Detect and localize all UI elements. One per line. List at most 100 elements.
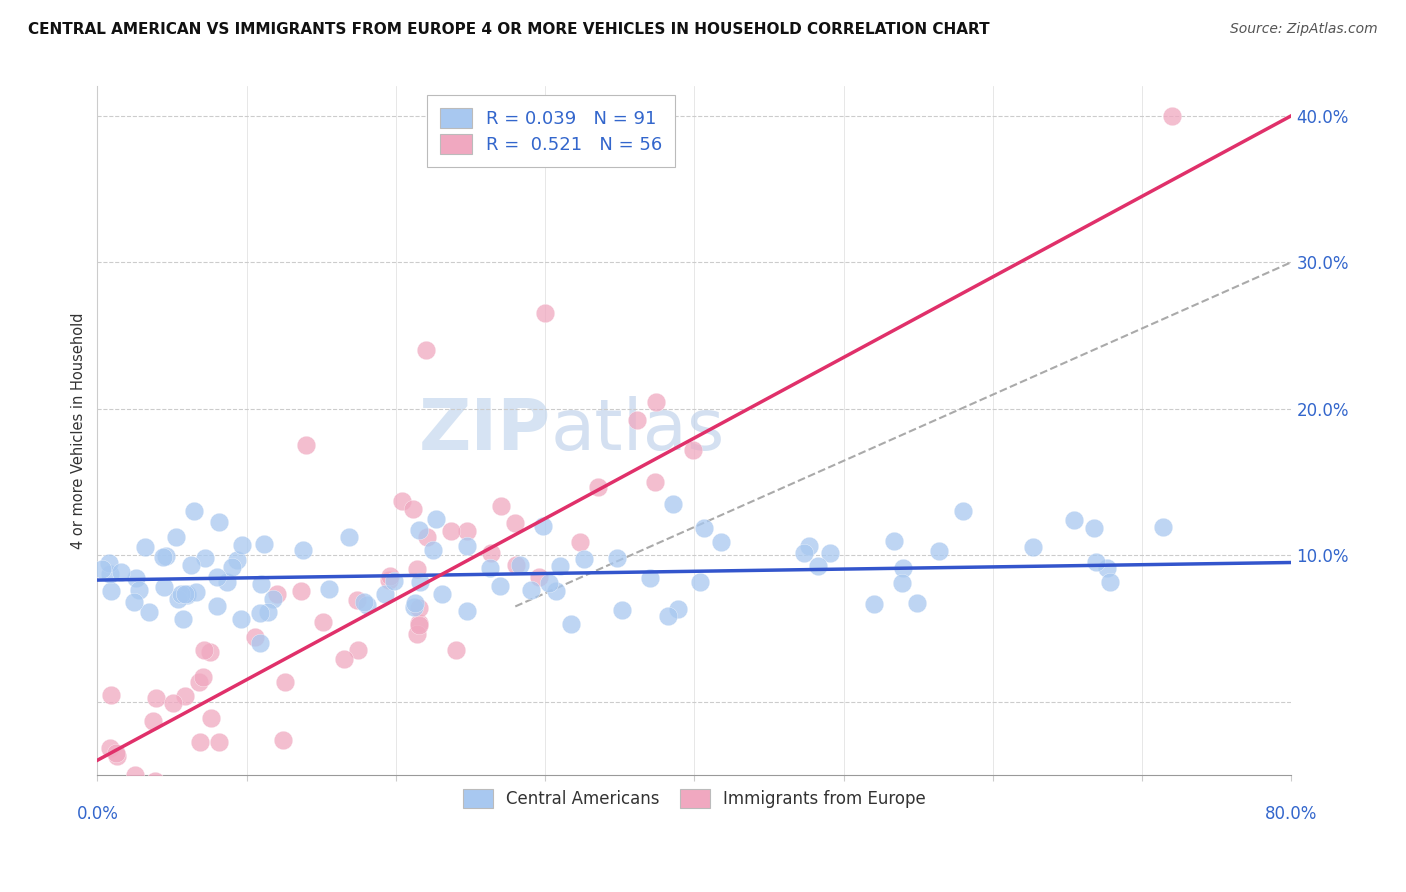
Point <box>249 607 271 621</box>
Point <box>440 524 463 539</box>
Point <box>153 580 176 594</box>
Point <box>572 551 595 566</box>
Point <box>205 570 228 584</box>
Text: atlas: atlas <box>551 396 725 465</box>
Point <box>818 546 841 560</box>
Point <box>519 583 541 598</box>
Point <box>905 597 928 611</box>
Point <box>191 670 214 684</box>
Point <box>1083 521 1105 535</box>
Point <box>425 512 447 526</box>
Point <box>90 562 112 576</box>
Point <box>645 395 668 409</box>
Point <box>1152 519 1174 533</box>
Point <box>456 604 478 618</box>
Point <box>170 587 193 601</box>
Point <box>138 605 160 619</box>
Point <box>890 575 912 590</box>
Point <box>243 630 266 644</box>
Point <box>666 601 689 615</box>
Point <box>1098 575 1121 590</box>
Point <box>266 587 288 601</box>
Point <box>408 524 430 538</box>
Point <box>193 642 215 657</box>
Point <box>249 636 271 650</box>
Point <box>807 558 830 573</box>
Point <box>356 598 378 612</box>
Text: 0.0%: 0.0% <box>76 805 118 823</box>
Point <box>98 566 121 581</box>
Point <box>262 592 284 607</box>
Point <box>208 515 231 529</box>
Point <box>488 579 510 593</box>
Point <box>952 504 974 518</box>
Point <box>432 586 454 600</box>
Point <box>290 584 312 599</box>
Point <box>176 587 198 601</box>
Point <box>176 588 198 602</box>
Point <box>100 688 122 702</box>
Point <box>657 609 679 624</box>
Legend: Central Americans, Immigrants from Europe: Central Americans, Immigrants from Europ… <box>457 783 932 814</box>
Point <box>422 542 444 557</box>
Point <box>207 735 229 749</box>
Point <box>402 501 425 516</box>
Point <box>638 571 661 585</box>
Point <box>405 562 427 576</box>
Point <box>374 587 396 601</box>
Point <box>124 571 146 585</box>
Point <box>221 560 243 574</box>
Point <box>380 569 402 583</box>
Point <box>456 539 478 553</box>
Point <box>134 540 156 554</box>
Point <box>402 599 425 614</box>
Point <box>644 475 666 489</box>
Point <box>891 561 914 575</box>
Point <box>142 714 165 728</box>
Point <box>606 551 628 566</box>
Point <box>256 605 278 619</box>
Point <box>378 573 401 587</box>
Text: 80.0%: 80.0% <box>1265 805 1317 823</box>
Point <box>1063 513 1085 527</box>
Point <box>183 504 205 518</box>
Point <box>1022 540 1045 554</box>
Point <box>162 696 184 710</box>
Point <box>538 575 561 590</box>
Point <box>456 524 478 538</box>
Point <box>167 591 190 606</box>
Point <box>332 651 354 665</box>
Point <box>527 570 550 584</box>
Point <box>188 735 211 749</box>
Text: CENTRAL AMERICAN VS IMMIGRANTS FROM EUROPE 4 OR MORE VEHICLES IN HOUSEHOLD CORRE: CENTRAL AMERICAN VS IMMIGRANTS FROM EURO… <box>28 22 990 37</box>
Point <box>415 343 437 357</box>
Point <box>569 535 592 549</box>
Point <box>405 627 427 641</box>
Point <box>250 576 273 591</box>
Point <box>200 711 222 725</box>
Point <box>416 531 439 545</box>
Point <box>145 691 167 706</box>
Point <box>155 549 177 563</box>
Point <box>295 438 318 452</box>
Point <box>534 306 557 320</box>
Point <box>408 600 430 615</box>
Point <box>165 530 187 544</box>
Point <box>560 616 582 631</box>
Point <box>353 595 375 609</box>
Point <box>187 675 209 690</box>
Point <box>391 494 413 508</box>
Point <box>194 551 217 566</box>
Point <box>273 675 295 690</box>
Point <box>174 587 197 601</box>
Point <box>173 689 195 703</box>
Point <box>531 518 554 533</box>
Point <box>509 558 531 573</box>
Point <box>100 583 122 598</box>
Point <box>172 612 194 626</box>
Point <box>215 574 238 589</box>
Point <box>105 746 128 760</box>
Point <box>610 603 633 617</box>
Point <box>89 822 111 836</box>
Point <box>682 442 704 457</box>
